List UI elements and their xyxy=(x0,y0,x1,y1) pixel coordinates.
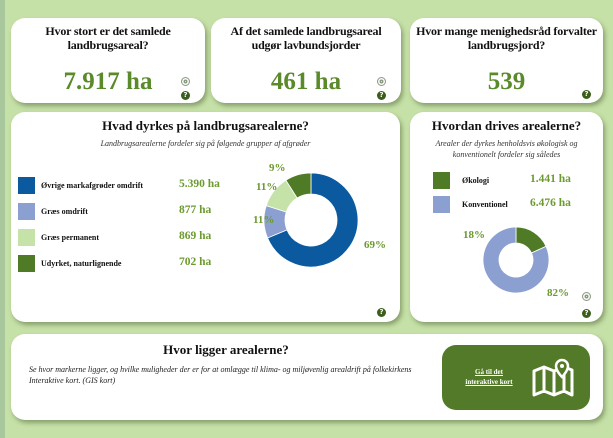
help-icon[interactable]: ? xyxy=(582,90,591,99)
kpi-value: 7.917 ha xyxy=(63,68,153,95)
kpi-card-lowland: Af det samlede landbrugsareal udgør lavb… xyxy=(211,18,401,103)
interactive-map-button[interactable]: Gå til det interaktive kort xyxy=(442,345,590,410)
percent-label: 9% xyxy=(269,162,286,174)
mode-card: Hvordan drives arealerne? Arealer der dy… xyxy=(410,112,603,322)
help-icon[interactable]: ? xyxy=(181,91,190,100)
map-description: Se hvor markerne ligger, og hvilke mulig… xyxy=(29,365,412,385)
legend-value: 5.390 ha xyxy=(179,178,220,190)
mode-title: Hvordan drives arealerne? xyxy=(431,118,582,133)
help-icon[interactable]: ? xyxy=(377,308,386,317)
legend-label: Græs omdrift xyxy=(41,207,88,216)
kpi-question: Hvor mange menighedsråd forvalter landbr… xyxy=(416,24,597,52)
legend-swatch xyxy=(18,229,35,246)
percent-label: 69% xyxy=(364,239,386,251)
legend-label: Græs permanent xyxy=(41,233,99,242)
legend-swatch xyxy=(18,177,35,194)
legend-label: Økologi xyxy=(462,176,490,185)
legend-value: 1.441 ha xyxy=(530,173,571,185)
crops-subtitle: Landbrugsarealerne fordeler sig på følge… xyxy=(100,139,311,148)
target-icon[interactable] xyxy=(582,292,591,301)
kpi-question: Af det samlede landbrugsareal udgør lavb… xyxy=(230,24,382,52)
map-title: Hvor ligger arealerne? xyxy=(163,342,289,357)
legend-label: Øvrige markafgrøder omdrift xyxy=(41,181,144,190)
legend-label: Konventionel xyxy=(462,200,508,209)
legend-swatch xyxy=(18,203,35,220)
legend-item: Øvrige markafgrøder omdrift xyxy=(18,177,143,194)
donut-slice[interactable] xyxy=(285,172,312,199)
legend-value: 877 ha xyxy=(179,204,212,216)
crops-donut-chart xyxy=(263,172,359,268)
mode-donut-chart xyxy=(482,226,550,294)
help-icon[interactable]: ? xyxy=(582,309,591,318)
donut-slice[interactable] xyxy=(482,226,550,294)
legend-value: 6.476 ha xyxy=(530,197,571,209)
legend-label: Udyrket, naturlignende xyxy=(41,259,122,268)
legend-item: Konventionel xyxy=(433,196,508,213)
crops-card: Hvad dyrkes på landbrugsarealerne? Landb… xyxy=(11,112,400,322)
map-icon xyxy=(532,358,574,397)
target-icon[interactable] xyxy=(181,77,190,86)
legend-swatch xyxy=(18,255,35,272)
target-icon[interactable] xyxy=(377,77,386,86)
kpi-card-councils: Hvor mange menighedsråd forvalter landbr… xyxy=(410,18,603,103)
percent-label: 11% xyxy=(253,214,275,226)
percent-label: 18% xyxy=(463,229,485,241)
kpi-value: 461 ha xyxy=(270,68,342,95)
legend-item: Græs permanent xyxy=(18,229,99,246)
legend-item: Økologi xyxy=(433,172,489,189)
map-card: Hvor ligger arealerne? Se hvor markerne … xyxy=(11,334,603,420)
mode-subtitle: Arealer der dyrkes henholdsvis økologisk… xyxy=(435,139,578,159)
percent-label: 11% xyxy=(256,181,278,193)
map-button-label: Gå til det interaktive kort xyxy=(465,368,513,386)
legend-item: Udyrket, naturlignende xyxy=(18,255,121,272)
kpi-value: 539 xyxy=(487,68,526,95)
legend-swatch xyxy=(433,196,450,213)
donut-slice[interactable] xyxy=(267,172,359,268)
legend-swatch xyxy=(433,172,450,189)
legend-item: Græs omdrift xyxy=(18,203,88,220)
legend-value: 869 ha xyxy=(179,230,212,242)
legend-value: 702 ha xyxy=(179,256,212,268)
percent-label: 82% xyxy=(547,287,569,299)
crops-title: Hvad dyrkes på landbrugsarealerne? xyxy=(102,118,309,133)
kpi-question: Hvor stort er det samlede landbrugsareal… xyxy=(45,24,171,52)
kpi-card-total-area: Hvor stort er det samlede landbrugsareal… xyxy=(11,18,205,103)
left-strip xyxy=(0,0,5,438)
help-icon[interactable]: ? xyxy=(377,91,386,100)
